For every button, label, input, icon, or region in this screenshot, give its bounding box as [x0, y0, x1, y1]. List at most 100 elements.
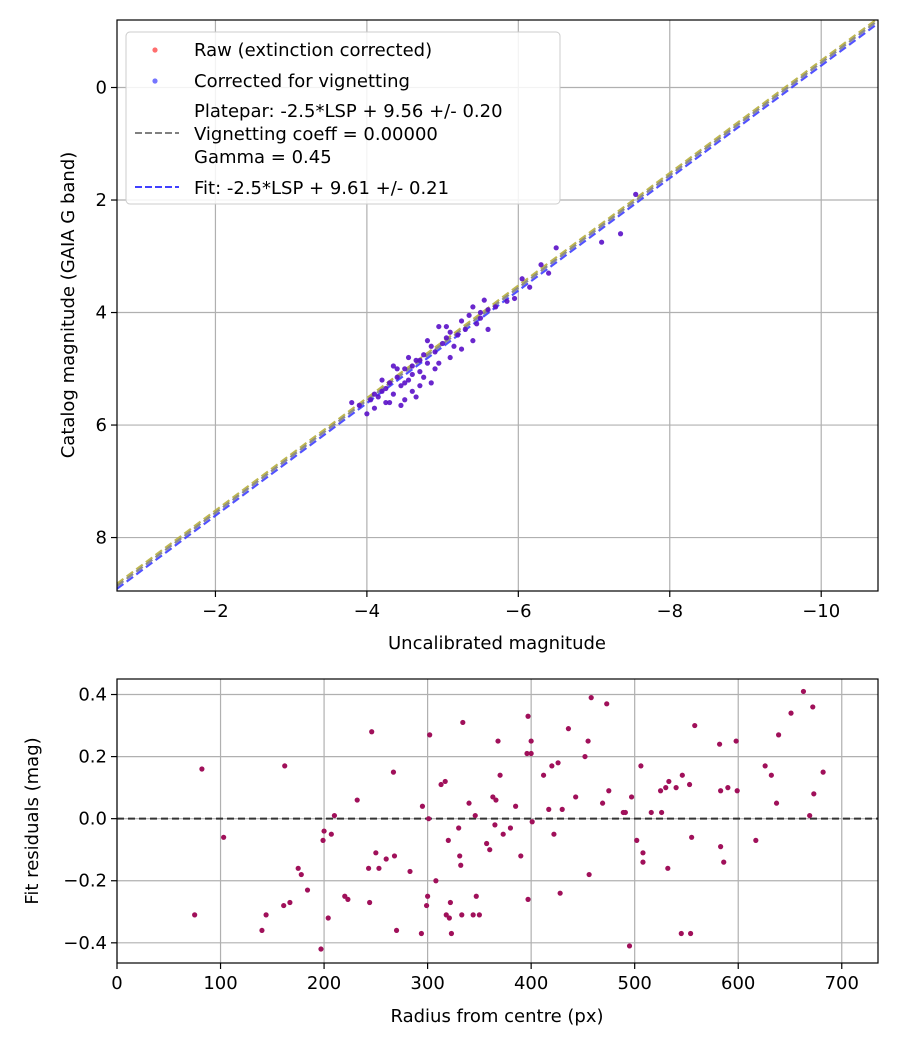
- data-point: [524, 750, 530, 757]
- data-point: [538, 262, 544, 268]
- data-point: [546, 806, 552, 812]
- data-point: [383, 856, 389, 862]
- data-point: [436, 323, 442, 330]
- data-point: [447, 899, 453, 906]
- data-point: [820, 769, 826, 775]
- data-point: [375, 394, 381, 400]
- data-point: [281, 902, 287, 909]
- data-point: [436, 360, 442, 366]
- data-point: [457, 853, 463, 859]
- data-point: [525, 713, 531, 719]
- x-tick-label: −8: [656, 601, 683, 622]
- top-y-ticks: 0 2 4 6 8: [96, 78, 117, 549]
- data-point: [476, 912, 482, 918]
- x-tick-label: 200: [307, 973, 341, 994]
- data-point: [407, 868, 413, 875]
- data-point: [679, 772, 685, 778]
- x-tick-label: 100: [203, 973, 237, 994]
- data-point: [776, 732, 782, 738]
- data-point: [376, 865, 382, 871]
- data-point: [413, 357, 419, 363]
- data-point: [221, 834, 227, 840]
- data-point: [485, 307, 491, 313]
- data-point: [419, 803, 426, 809]
- data-point: [666, 778, 672, 785]
- y-tick-label: 0.2: [78, 747, 107, 768]
- data-point: [427, 732, 433, 738]
- data-point: [405, 377, 412, 383]
- data-point: [633, 191, 639, 197]
- data-point: [425, 893, 431, 899]
- data-point: [525, 896, 531, 902]
- y-tick-label: 0.0: [78, 809, 107, 830]
- data-point: [718, 844, 724, 850]
- line-platepar: [117, 20, 878, 587]
- data-point: [495, 738, 501, 744]
- data-point: [511, 295, 518, 302]
- data-point: [657, 788, 664, 794]
- data-point: [626, 943, 633, 949]
- data-point: [734, 788, 740, 794]
- data-point: [686, 781, 693, 788]
- residual-points: [192, 688, 826, 952]
- x-tick-label: −6: [505, 601, 532, 622]
- data-point: [386, 380, 393, 386]
- data-point: [466, 312, 472, 318]
- x-tick-label: 400: [514, 973, 548, 994]
- data-point: [373, 850, 379, 856]
- data-point: [421, 374, 427, 380]
- data-point: [640, 859, 646, 865]
- data-point: [354, 797, 360, 803]
- data-point: [513, 803, 519, 809]
- data-point: [800, 688, 807, 695]
- data-point: [721, 859, 727, 865]
- data-point: [321, 828, 327, 834]
- data-point: [442, 778, 448, 785]
- data-point: [379, 388, 385, 394]
- data-point: [484, 840, 490, 847]
- data-point: [753, 837, 759, 843]
- data-point: [368, 397, 374, 403]
- x-tick-label: −4: [354, 601, 381, 622]
- data-point: [718, 788, 724, 794]
- data-point: [659, 809, 665, 816]
- data-point: [477, 309, 484, 316]
- data-point: [409, 388, 415, 394]
- data-point: [394, 366, 400, 372]
- data-point: [443, 323, 449, 330]
- line-reference: [117, 20, 878, 585]
- data-point: [477, 315, 484, 321]
- data-point: [438, 781, 444, 788]
- data-point: [540, 772, 547, 778]
- data-point: [487, 847, 493, 853]
- data-point: [493, 304, 499, 310]
- data-point: [424, 360, 431, 366]
- data-point: [325, 915, 331, 921]
- legend-raw-label: Raw (extinction corrected): [194, 40, 432, 61]
- data-point: [529, 819, 535, 825]
- data-point: [445, 837, 451, 843]
- legend-corrected-marker: [152, 78, 158, 84]
- top-y-axis-label: Catalog magnitude (GAIA G band): [58, 152, 79, 459]
- data-point: [383, 399, 389, 406]
- data-point: [599, 239, 605, 245]
- x-tick-label: −2: [202, 601, 229, 622]
- legend-corrected-label: Corrected for vignetting: [194, 71, 410, 92]
- data-point: [474, 321, 480, 327]
- data-point: [318, 946, 324, 952]
- data-point: [398, 383, 404, 389]
- data-point: [559, 806, 565, 812]
- data-point: [432, 366, 438, 372]
- data-point: [405, 354, 412, 361]
- data-point: [418, 930, 424, 937]
- data-point: [470, 912, 476, 918]
- data-point: [599, 800, 606, 806]
- data-point: [386, 399, 393, 406]
- data-point: [773, 800, 780, 806]
- data-point: [768, 772, 774, 778]
- data-point: [409, 371, 415, 378]
- bottom-x-ticks: 0 100 200 300 400 500 600 700: [111, 963, 859, 994]
- data-point: [421, 352, 427, 358]
- bottom-x-axis-label: Radius from centre (px): [390, 1006, 603, 1027]
- legend-platepar-line1: Platepar: -2.5*LSP + 9.56 +/- 0.20: [194, 101, 503, 122]
